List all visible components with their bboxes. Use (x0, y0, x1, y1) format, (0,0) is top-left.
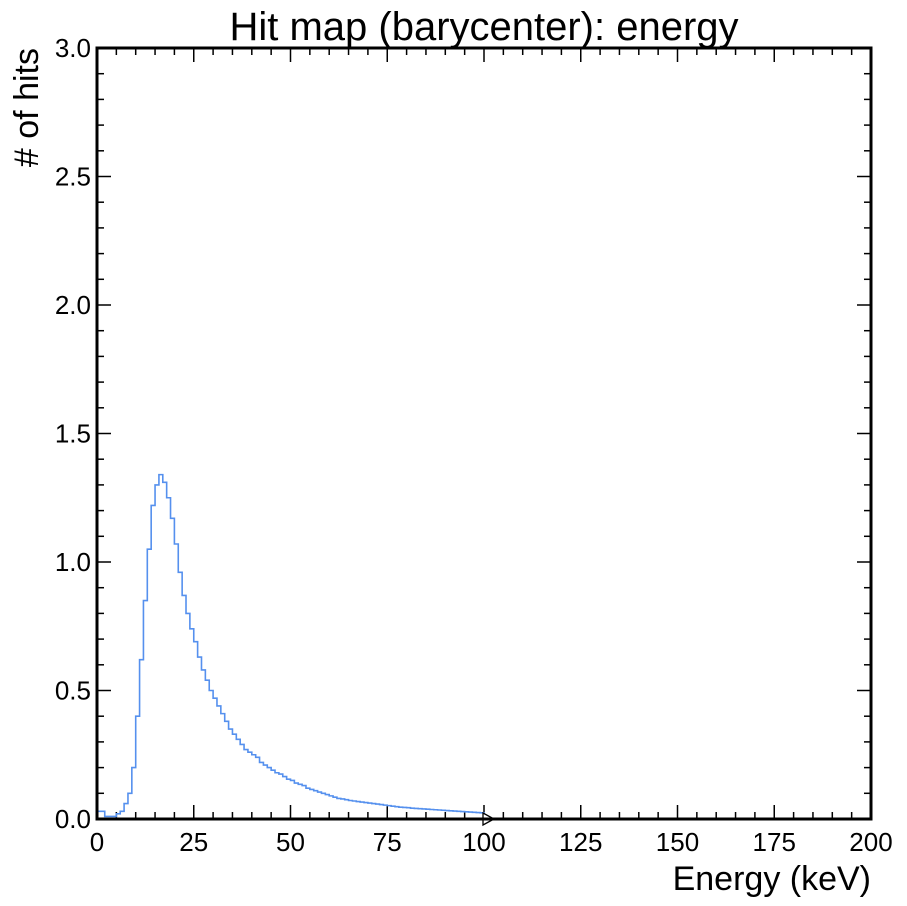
y-tick-label: 1.0 (55, 547, 91, 577)
x-tick-label: 50 (276, 827, 305, 857)
series-layer (96, 473, 485, 819)
chart-title: Hit map (barycenter): energy (229, 5, 738, 49)
x-tick-label: 200 (849, 827, 892, 857)
x-tick-label: 150 (656, 827, 699, 857)
y-axis-tick-labels: 0.0 0.5 1.0 1.5 2.0 2.5 3.0 (55, 33, 91, 834)
y-tick-label: 3.0 (55, 33, 91, 63)
x-tick-label: 125 (559, 827, 602, 857)
plot-frame (95, 46, 873, 821)
x-tick-label: 0 (90, 827, 104, 857)
x-axis-ticks (96, 48, 872, 819)
histogram-series-line (96, 473, 485, 819)
x-tick-label: 75 (373, 827, 402, 857)
x-axis-tick-labels: 0 25 50 75 100 125 150 175 200 (90, 827, 893, 857)
x-tick-label: 25 (179, 827, 208, 857)
y-axis-ticks (97, 47, 871, 820)
y-tick-label: 0.5 (55, 676, 91, 706)
x-tick-label: 175 (753, 827, 796, 857)
x-tick-label: 100 (462, 827, 505, 857)
y-tick-label: 1.5 (55, 419, 91, 449)
x-axis-label: Energy (keV) (673, 860, 871, 898)
y-axis-label: # of hits (8, 48, 46, 167)
y-tick-label: 2.0 (55, 290, 91, 320)
y-tick-label: 2.5 (55, 162, 91, 192)
y-tick-label: 0.0 (55, 804, 91, 834)
